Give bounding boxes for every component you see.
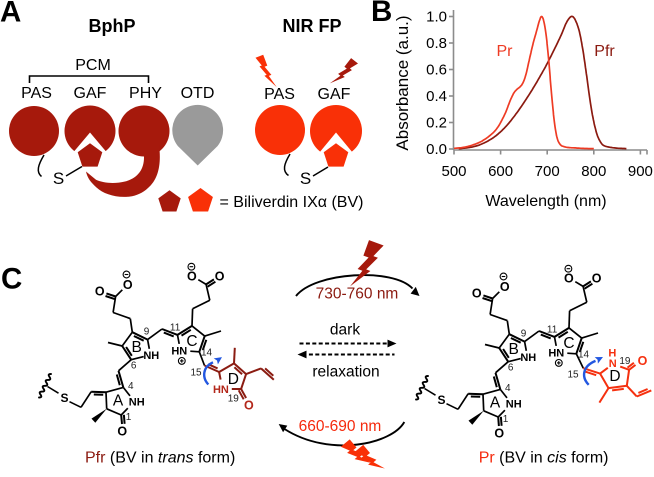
svg-text:B: B [509, 341, 519, 358]
svg-text:800: 800 [581, 163, 606, 180]
svg-text:GAF: GAF [318, 86, 351, 103]
svg-text:0.6: 0.6 [426, 62, 447, 79]
svg-text:Wavelength (nm): Wavelength (nm) [485, 193, 606, 210]
svg-text:GAF: GAF [74, 85, 107, 102]
svg-text:O: O [564, 271, 574, 285]
svg-text:600: 600 [488, 163, 513, 180]
svg-text:6: 6 [508, 362, 514, 373]
svg-text:730-760 nm: 730-760 nm [316, 286, 399, 303]
svg-text:9: 9 [144, 327, 150, 338]
svg-text:HN: HN [548, 347, 564, 359]
svg-text:Pr: Pr [497, 43, 514, 60]
svg-text:relaxation: relaxation [312, 364, 379, 381]
svg-text:19: 19 [228, 393, 240, 404]
svg-text:O: O [500, 280, 510, 294]
svg-text:= Biliverdin IXα (BV): = Biliverdin IXα (BV) [220, 194, 364, 211]
svg-text:PAS: PAS [21, 85, 52, 102]
svg-text:O: O [187, 269, 197, 283]
svg-text:0.0: 0.0 [426, 141, 447, 158]
svg-text:900: 900 [628, 163, 653, 180]
svg-text:PCM: PCM [75, 57, 111, 74]
svg-text:6: 6 [131, 360, 137, 371]
svg-text:HN: HN [213, 384, 229, 396]
svg-text:Pfr: Pfr [594, 43, 615, 60]
svg-text:A: A [0, 0, 21, 29]
svg-text:O: O [494, 427, 504, 441]
svg-text:NH: NH [506, 398, 522, 410]
svg-text:S: S [60, 391, 68, 405]
svg-text:O: O [95, 285, 105, 299]
svg-text:O: O [472, 287, 482, 301]
svg-text:O: O [215, 269, 225, 283]
svg-text:dark: dark [330, 322, 360, 339]
svg-text:Absorbance (a.u.): Absorbance (a.u.) [393, 15, 412, 150]
svg-text:O: O [117, 425, 127, 439]
svg-text:A: A [490, 395, 501, 412]
svg-text:700: 700 [535, 163, 560, 180]
svg-text:NH: NH [129, 396, 145, 408]
svg-text:1: 1 [503, 414, 509, 425]
svg-text:OTD: OTD [181, 85, 215, 102]
svg-text:S: S [53, 169, 64, 188]
svg-text:0.4: 0.4 [426, 88, 447, 105]
svg-text:HN: HN [171, 345, 187, 357]
svg-text:B: B [371, 0, 392, 28]
svg-text:S: S [437, 393, 445, 407]
svg-text:15: 15 [190, 368, 202, 379]
svg-text:NH: NH [143, 350, 159, 362]
svg-text:O: O [123, 278, 133, 292]
svg-text:O: O [244, 398, 254, 412]
svg-text:S: S [300, 169, 311, 188]
svg-text:11: 11 [547, 324, 558, 335]
svg-text:0.8: 0.8 [426, 35, 447, 52]
svg-text:PAS: PAS [264, 86, 295, 103]
svg-text:NIR FP: NIR FP [282, 16, 341, 36]
svg-text:H: H [608, 348, 616, 360]
svg-text:O: O [592, 271, 602, 285]
svg-text:Pfr (BV in trans form): Pfr (BV in trans form) [85, 450, 235, 467]
svg-text:O: O [638, 354, 648, 368]
svg-text:C: C [186, 333, 197, 350]
svg-text:9: 9 [521, 329, 527, 340]
svg-text:B: B [132, 339, 142, 356]
svg-text:A: A [113, 393, 124, 410]
svg-text:500: 500 [441, 163, 466, 180]
svg-text:15: 15 [567, 370, 579, 381]
svg-text:NH: NH [520, 352, 536, 364]
svg-text:Pr (BV in cis form): Pr (BV in cis form) [479, 450, 609, 467]
svg-text:1.0: 1.0 [426, 9, 447, 26]
svg-text:BphP: BphP [89, 16, 136, 36]
svg-text:11: 11 [170, 322, 181, 333]
svg-text:4: 4 [505, 383, 511, 394]
svg-text:0.2: 0.2 [426, 115, 447, 132]
svg-text:C: C [1, 263, 22, 296]
svg-text:C: C [563, 335, 574, 352]
svg-text:D: D [228, 371, 239, 388]
svg-text:14: 14 [201, 348, 213, 359]
svg-text:PHY: PHY [129, 85, 162, 102]
svg-text:4: 4 [128, 381, 134, 392]
svg-text:1: 1 [126, 412, 132, 423]
svg-text:660-690 nm: 660-690 nm [299, 418, 382, 435]
svg-text:D: D [609, 368, 620, 385]
